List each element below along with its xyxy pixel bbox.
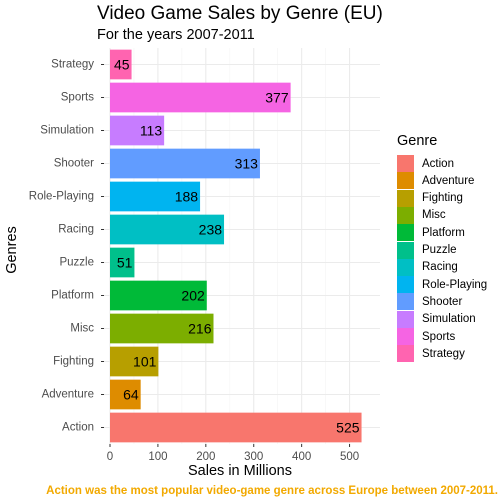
- legend-label: Racing: [422, 261, 458, 274]
- legend-item: Role-Playing: [397, 276, 488, 294]
- legend-swatch: [397, 189, 414, 207]
- bar-value-label: 45: [114, 57, 130, 73]
- bar-value-label: 313: [235, 156, 259, 172]
- bar-layer: [110, 49, 362, 443]
- bar-platform: [110, 280, 207, 311]
- legend-swatch: [397, 172, 414, 190]
- bar-value-label: 188: [175, 189, 199, 205]
- legend-label: Platform: [422, 226, 465, 239]
- x-tick-label: 100: [148, 451, 167, 463]
- x-tick-label: 0: [107, 451, 113, 463]
- legend-swatch: [397, 276, 414, 294]
- bar-value-label: 101: [133, 354, 157, 370]
- y-tick-label: Shooter: [54, 158, 94, 170]
- legend-item: Racing: [397, 258, 458, 276]
- legend-swatch: [397, 328, 414, 345]
- legend-label: Action: [422, 157, 454, 170]
- bar-simulation: [110, 115, 165, 146]
- legend-item: Puzzle: [397, 241, 457, 259]
- bar-value-label: 202: [181, 288, 205, 304]
- y-tick-label: Sports: [61, 92, 94, 104]
- legend-label: Adventure: [422, 174, 475, 187]
- legend-label: Sports: [422, 330, 456, 343]
- grid-layer: [104, 48, 380, 444]
- legend-label: Simulation: [422, 313, 476, 326]
- legend-item: Action: [397, 155, 454, 172]
- bar-action: [110, 412, 362, 443]
- bar-strategy: [110, 49, 132, 80]
- plot-background: [104, 48, 380, 444]
- bar-value-label: 216: [188, 321, 212, 337]
- bar-adventure: [110, 379, 141, 410]
- y-tick-label: Misc: [70, 323, 94, 335]
- legend-item: Sports: [397, 328, 455, 345]
- legend-swatch: [397, 310, 414, 328]
- y-tick-label: Puzzle: [59, 257, 94, 269]
- bar-racing: [110, 214, 225, 245]
- bar-misc: [110, 313, 214, 344]
- legend-label: Shooter: [422, 295, 463, 308]
- legend-label: Fighting: [422, 192, 463, 205]
- y-tick-label: Fighting: [53, 356, 94, 368]
- legend-item: Adventure: [397, 172, 475, 190]
- y-tick-label: Simulation: [40, 125, 94, 137]
- legend-swatch: [397, 293, 414, 311]
- legend-item: Fighting: [397, 189, 463, 207]
- bar-value-label: 64: [123, 387, 139, 403]
- legend-swatch: [397, 241, 414, 259]
- bar-value-label: 377: [265, 90, 289, 106]
- axis-layer: Action Adventure Fighting Misc Platform Puzzl…: [29, 59, 359, 464]
- bar-value-label: 238: [199, 222, 223, 238]
- y-tick-label: Role-Playing: [29, 191, 94, 203]
- x-axis-label: Sales in Millions: [188, 463, 292, 479]
- legend-item: Simulation: [397, 310, 476, 328]
- legend-item: Misc: [397, 206, 446, 224]
- legend-item: Platform: [397, 224, 465, 242]
- legend-title: Genre: [397, 133, 438, 149]
- legend-label: Role-Playing: [422, 278, 488, 291]
- legend-swatch: [397, 258, 414, 276]
- legend-label: Strategy: [422, 347, 465, 360]
- x-tick-label: 300: [244, 451, 263, 463]
- bar-value-label: 51: [117, 255, 133, 271]
- bar-role-playing: [110, 181, 201, 212]
- legend-swatch: [397, 345, 414, 363]
- legend-swatch: [397, 155, 414, 172]
- legend-label: Misc: [422, 209, 446, 222]
- y-tick-label: Racing: [58, 224, 94, 236]
- chart-title: Video Game Sales by Genre (EU): [97, 3, 383, 24]
- y-tick-label: Platform: [51, 290, 94, 302]
- x-tick-label: 500: [340, 451, 359, 463]
- bar-value-label: 525: [336, 420, 360, 436]
- legend-swatch: [397, 206, 414, 224]
- x-tick-label: 400: [292, 451, 311, 463]
- chart-caption: Action was the most popular video-game g…: [46, 485, 498, 497]
- y-tick-label: Adventure: [42, 389, 94, 401]
- bar-puzzle: [110, 247, 135, 278]
- legend-label: Puzzle: [422, 244, 457, 256]
- legend-swatch: [397, 224, 414, 242]
- bar-fighting: [110, 346, 159, 377]
- y-tick-label: Strategy: [51, 59, 94, 71]
- bar-value-label: 113: [140, 123, 163, 139]
- x-tick-label: 200: [196, 451, 215, 463]
- bar-shooter: [110, 148, 260, 179]
- bar-sports: [110, 82, 291, 113]
- legend-item: Strategy: [397, 345, 465, 363]
- y-tick-label: Action: [62, 422, 94, 434]
- legend-item: Shooter: [397, 293, 463, 311]
- chart-subtitle: For the years 2007-2011: [97, 27, 255, 43]
- label-layer: 525 64 101 216 202 51 238 188 313 113 377 45: [114, 57, 360, 436]
- y-axis-label: Genres: [4, 226, 20, 274]
